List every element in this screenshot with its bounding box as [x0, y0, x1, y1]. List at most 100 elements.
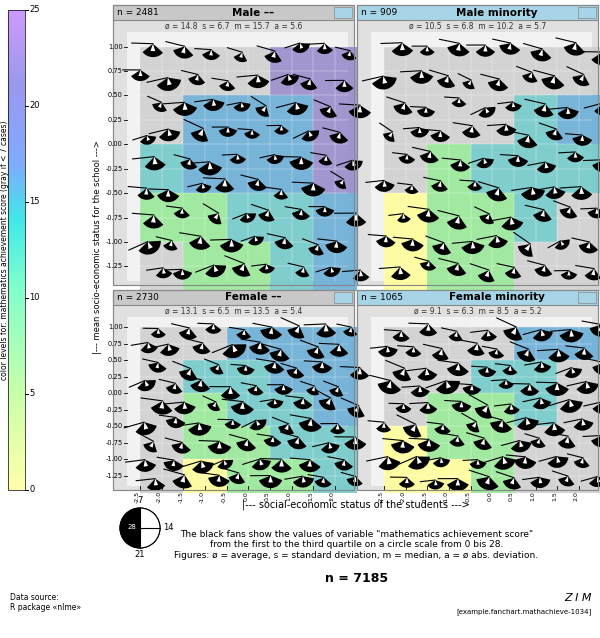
Bar: [8, 325, 25, 327]
Bar: [578, 7, 596, 18]
Wedge shape: [473, 438, 492, 450]
Bar: [470, 393, 514, 426]
Polygon shape: [580, 186, 584, 194]
Bar: [514, 47, 557, 96]
Wedge shape: [174, 402, 196, 414]
Bar: [514, 96, 557, 144]
Bar: [270, 96, 313, 144]
Bar: [8, 59, 25, 61]
Bar: [313, 144, 356, 193]
Wedge shape: [236, 440, 256, 451]
Polygon shape: [541, 210, 545, 217]
Wedge shape: [233, 102, 251, 112]
Polygon shape: [565, 476, 568, 482]
Bar: [8, 394, 25, 396]
Text: [example.fanchart.mathachieve-1034]: [example.fanchart.mathachieve-1034]: [457, 608, 592, 615]
Bar: [8, 235, 25, 237]
Bar: [8, 477, 25, 478]
Bar: [384, 393, 427, 426]
Bar: [8, 34, 25, 36]
Wedge shape: [401, 239, 424, 251]
Text: -0.5: -0.5: [466, 491, 470, 503]
Polygon shape: [201, 461, 206, 468]
Bar: [140, 193, 184, 242]
Polygon shape: [147, 135, 150, 141]
Polygon shape: [560, 241, 565, 246]
Bar: [8, 281, 25, 284]
Bar: [8, 377, 25, 380]
Bar: [140, 96, 184, 144]
Polygon shape: [505, 124, 508, 131]
Wedge shape: [223, 345, 246, 358]
Polygon shape: [326, 398, 331, 405]
Bar: [140, 393, 184, 426]
Wedge shape: [140, 135, 156, 145]
Polygon shape: [487, 330, 491, 336]
Bar: [8, 445, 25, 447]
Text: 0.50: 0.50: [108, 93, 123, 98]
Bar: [8, 156, 25, 158]
Bar: [8, 71, 25, 74]
Polygon shape: [331, 267, 334, 273]
Bar: [8, 480, 25, 482]
Polygon shape: [496, 79, 500, 86]
Wedge shape: [537, 162, 556, 174]
Polygon shape: [401, 103, 405, 110]
Text: 1.00: 1.00: [108, 43, 123, 50]
Polygon shape: [336, 424, 340, 429]
Wedge shape: [432, 243, 451, 255]
Polygon shape: [198, 128, 203, 136]
Polygon shape: [511, 327, 517, 335]
Bar: [8, 327, 25, 329]
Wedge shape: [205, 324, 221, 334]
Polygon shape: [545, 162, 548, 168]
Wedge shape: [418, 440, 440, 452]
Bar: [8, 218, 25, 220]
Polygon shape: [538, 49, 543, 56]
Polygon shape: [335, 387, 338, 392]
Wedge shape: [343, 327, 357, 336]
Wedge shape: [518, 244, 533, 256]
Wedge shape: [271, 459, 292, 473]
Wedge shape: [299, 419, 322, 432]
Polygon shape: [455, 216, 460, 224]
Bar: [313, 393, 356, 426]
Bar: [8, 289, 25, 292]
Bar: [184, 193, 227, 242]
Wedge shape: [502, 366, 517, 375]
Bar: [357, 290, 598, 490]
Bar: [8, 454, 25, 456]
Wedge shape: [344, 160, 362, 170]
Bar: [8, 23, 25, 25]
Wedge shape: [478, 270, 494, 282]
Polygon shape: [496, 235, 500, 243]
Bar: [384, 242, 427, 291]
Bar: [8, 420, 25, 422]
Wedge shape: [476, 477, 499, 490]
Wedge shape: [143, 441, 157, 452]
Polygon shape: [550, 76, 555, 84]
Bar: [227, 459, 270, 493]
Wedge shape: [292, 43, 310, 53]
Wedge shape: [260, 327, 282, 339]
Wedge shape: [392, 331, 410, 342]
Text: 0.00: 0.00: [108, 141, 123, 147]
Bar: [8, 411, 25, 413]
Bar: [427, 426, 470, 459]
Text: -0.75: -0.75: [106, 214, 123, 221]
Bar: [140, 242, 184, 291]
Polygon shape: [454, 331, 458, 337]
Text: -2.0: -2.0: [401, 491, 406, 503]
Bar: [8, 122, 25, 124]
Wedge shape: [559, 476, 574, 486]
Wedge shape: [592, 362, 600, 375]
Polygon shape: [586, 242, 590, 249]
Polygon shape: [426, 261, 430, 267]
Polygon shape: [580, 135, 584, 141]
Wedge shape: [545, 383, 569, 396]
Bar: [8, 267, 25, 269]
Bar: [8, 362, 25, 364]
Polygon shape: [324, 155, 328, 161]
Polygon shape: [198, 380, 202, 387]
Bar: [514, 144, 557, 193]
